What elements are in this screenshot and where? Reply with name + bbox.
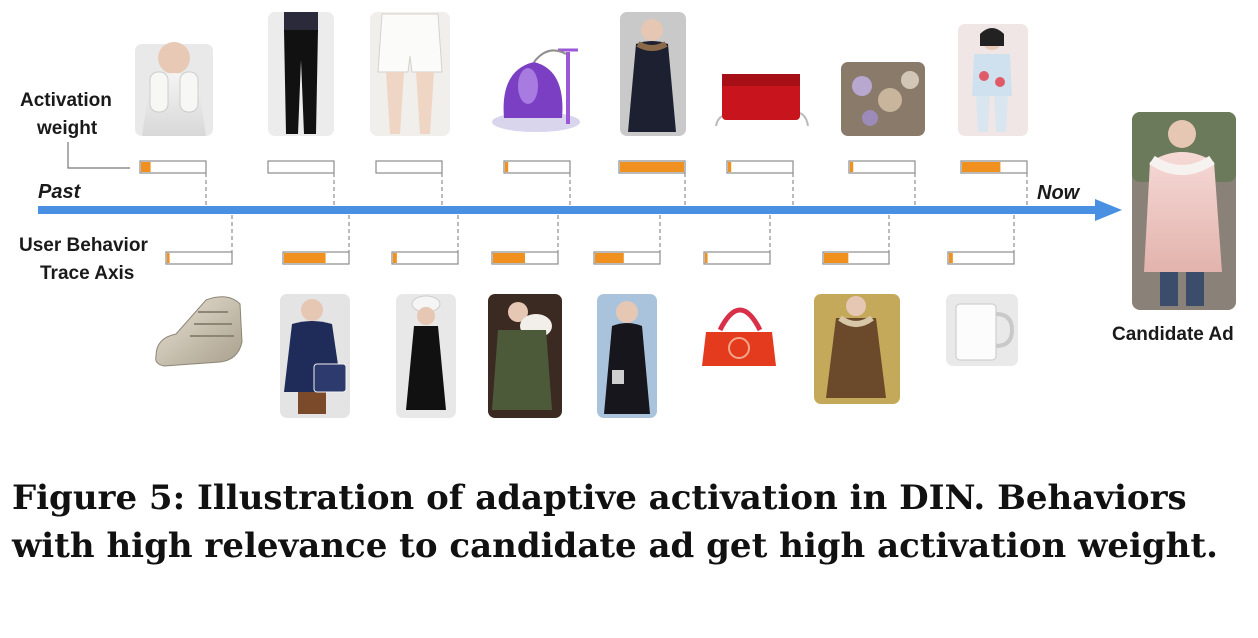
item-orange-handbag-image bbox=[702, 307, 776, 366]
top-bar-fill-red-handbag bbox=[728, 162, 732, 172]
timeline-arrowhead bbox=[1095, 199, 1122, 221]
top-bar-frame bbox=[726, 160, 794, 174]
activation-weight-label-line2: weight bbox=[36, 118, 98, 139]
bottom-bar-fill-brown-coat bbox=[824, 253, 849, 263]
bottom-bar-frame bbox=[165, 251, 233, 265]
item-gloves-image bbox=[135, 42, 213, 136]
past-label: Past bbox=[38, 181, 82, 203]
bottom-bar-frame bbox=[947, 251, 1015, 265]
candidate-ad-label: Candidate Ad bbox=[1112, 324, 1234, 345]
item-garment-steamer-image bbox=[492, 48, 580, 132]
trace-axis-label-line2: Trace Axis bbox=[40, 263, 134, 284]
item-white-shorts-image bbox=[370, 12, 450, 136]
figure-caption: Figure 5: Illustration of adaptive activ… bbox=[12, 478, 1218, 566]
item-white-mug-image bbox=[946, 294, 1018, 366]
bottom-bar-fill-white-mug bbox=[949, 253, 953, 263]
top-activation-bars bbox=[139, 160, 1028, 205]
candidate-ad-image bbox=[1132, 112, 1236, 310]
item-kids-pajamas-image bbox=[958, 24, 1028, 136]
item-silver-shoe-image bbox=[155, 296, 243, 367]
item-puffer-jacket-image bbox=[280, 294, 350, 418]
top-bar-fill-gloves bbox=[141, 162, 151, 172]
top-bar-frame bbox=[848, 160, 916, 174]
top-bar-frame bbox=[375, 160, 443, 174]
top-bar-frame bbox=[139, 160, 207, 174]
top-bar-fill-hair-accessories bbox=[850, 162, 854, 172]
now-label: Now bbox=[1037, 182, 1081, 204]
bottom-bar-fill-black-dress bbox=[393, 253, 397, 263]
activation-weight-pointer bbox=[67, 142, 130, 169]
top-bar-fill-garment-steamer bbox=[505, 162, 509, 172]
top-bar-frame bbox=[267, 160, 335, 174]
bottom-bar-fill-orange-handbag bbox=[705, 253, 708, 263]
top-bar-fill-down-coat bbox=[620, 162, 684, 172]
bottom-bar-frame bbox=[703, 251, 771, 265]
top-bar-fill-kids-pajamas bbox=[962, 162, 1001, 172]
bottom-activation-bars bbox=[165, 215, 1015, 265]
bottom-bar-fill-green-parka bbox=[493, 253, 525, 263]
trace-axis-label-line1: User Behavior bbox=[19, 235, 148, 256]
item-hair-accessories-image bbox=[841, 62, 925, 136]
item-black-dress-image bbox=[396, 294, 456, 418]
item-brown-coat-image bbox=[814, 294, 900, 404]
activation-weight-label-line1: Activation bbox=[20, 90, 112, 111]
bottom-bar-fill-black-coat bbox=[595, 253, 624, 263]
item-down-coat-image bbox=[620, 12, 686, 136]
item-black-coat-image bbox=[597, 294, 657, 418]
item-green-parka-image bbox=[488, 294, 562, 418]
bottom-bar-frame bbox=[391, 251, 459, 265]
top-bar-frame bbox=[503, 160, 571, 174]
item-black-pants-image bbox=[268, 12, 334, 136]
bottom-bar-fill-silver-shoe bbox=[167, 253, 170, 263]
bottom-bar-fill-puffer-jacket bbox=[284, 253, 326, 263]
item-red-handbag-image bbox=[715, 74, 809, 127]
